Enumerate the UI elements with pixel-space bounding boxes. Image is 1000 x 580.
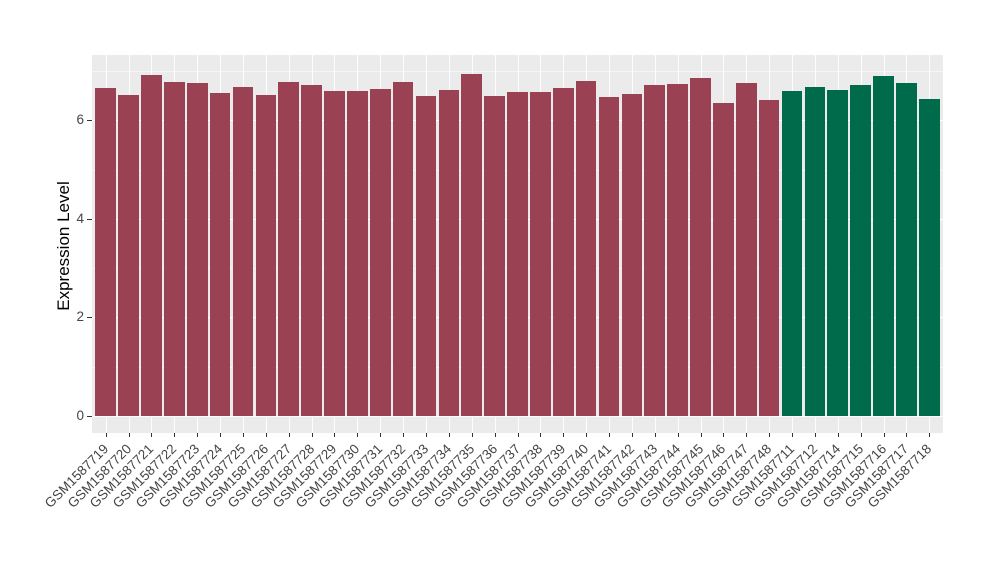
x-tick-mark	[220, 433, 222, 437]
y-tick-mark	[87, 120, 92, 122]
bar-GSM1587724	[209, 92, 231, 416]
bar-GSM1587743	[644, 84, 666, 416]
bar-GSM1587739	[552, 87, 574, 416]
x-tick-mark	[906, 433, 908, 437]
bar-GSM1587715	[850, 84, 871, 416]
bar-GSM1587745	[690, 78, 711, 416]
bar-GSM1587718	[918, 99, 940, 416]
x-tick-mark	[357, 433, 359, 437]
y-tick-label: 2	[76, 309, 84, 325]
y-tick-mark	[87, 218, 92, 220]
x-tick-mark	[631, 433, 633, 437]
y-axis-title: Expression Level	[54, 181, 73, 311]
bar-GSM1587740	[575, 80, 597, 416]
x-tick-mark	[700, 433, 702, 437]
x-tick-mark	[654, 433, 656, 437]
x-tick-mark	[403, 433, 405, 437]
bar-GSM1587748	[758, 100, 780, 416]
x-tick-mark	[814, 433, 816, 437]
bar-GSM1587734	[438, 89, 460, 416]
bar-GSM1587742	[621, 93, 643, 416]
bar-GSM1587730	[347, 90, 368, 416]
bar-GSM1587735	[461, 74, 483, 416]
x-tick-mark	[540, 433, 542, 437]
bar-GSM1587733	[415, 96, 437, 416]
x-tick-mark	[586, 433, 588, 437]
bar-GSM1587747	[735, 82, 757, 416]
plot-panel	[92, 55, 943, 433]
x-tick-mark	[105, 433, 107, 437]
x-tick-mark	[769, 433, 771, 437]
x-tick-mark	[792, 433, 794, 437]
x-tick-mark	[677, 433, 679, 437]
x-tick-mark	[494, 433, 496, 437]
x-tick-mark	[883, 433, 885, 437]
x-tick-mark	[448, 433, 450, 437]
x-tick-mark	[860, 433, 862, 437]
bar-GSM1587716	[873, 76, 894, 416]
bar-GSM1587712	[804, 86, 826, 416]
x-tick-mark	[311, 433, 313, 437]
bar-GSM1587711	[781, 90, 803, 416]
bar-GSM1587736	[484, 96, 505, 416]
x-tick-mark	[609, 433, 610, 437]
bar-GSM1587723	[186, 82, 208, 416]
bar-GSM1587746	[713, 103, 734, 416]
bar-GSM1587728	[301, 84, 322, 416]
x-tick-mark	[380, 433, 382, 437]
bar-GSM1587717	[896, 83, 917, 416]
x-tick-mark	[174, 433, 176, 437]
bar-GSM1587719	[95, 87, 116, 416]
bar-GSM1587741	[598, 96, 620, 416]
y-tick-mark	[87, 416, 92, 417]
bar-GSM1587737	[507, 91, 528, 416]
bar-GSM1587725	[232, 86, 254, 416]
x-tick-mark	[334, 433, 336, 437]
y-tick-label: 6	[76, 112, 84, 128]
bar-GSM1587729	[324, 90, 345, 416]
x-tick-mark	[151, 433, 153, 437]
x-tick-mark	[128, 433, 130, 437]
x-tick-mark	[425, 433, 427, 437]
bar-GSM1587720	[118, 95, 139, 416]
x-tick-mark	[197, 433, 199, 437]
bar-GSM1587738	[530, 91, 551, 416]
bar-GSM1587744	[667, 83, 688, 416]
x-tick-mark	[746, 433, 748, 437]
y-tick-label: 0	[76, 408, 84, 423]
x-tick-mark	[265, 433, 267, 437]
bar-GSM1587732	[392, 82, 414, 416]
bar-GSM1587731	[369, 88, 391, 416]
x-tick-mark	[837, 433, 839, 437]
y-tick-mark	[87, 317, 92, 319]
bar-GSM1587722	[164, 81, 185, 416]
x-tick-mark	[517, 433, 519, 437]
bar-GSM1587727	[278, 82, 300, 416]
x-tick-mark	[723, 433, 725, 437]
bar-GSM1587721	[141, 74, 162, 416]
bar-GSM1587714	[827, 89, 849, 416]
x-tick-mark	[563, 433, 565, 437]
x-tick-mark	[288, 433, 290, 437]
bar-GSM1587726	[255, 95, 277, 416]
x-tick-mark	[242, 433, 244, 437]
x-tick-mark	[929, 433, 931, 437]
y-tick-label: 4	[76, 210, 84, 226]
x-tick-mark	[471, 433, 473, 437]
